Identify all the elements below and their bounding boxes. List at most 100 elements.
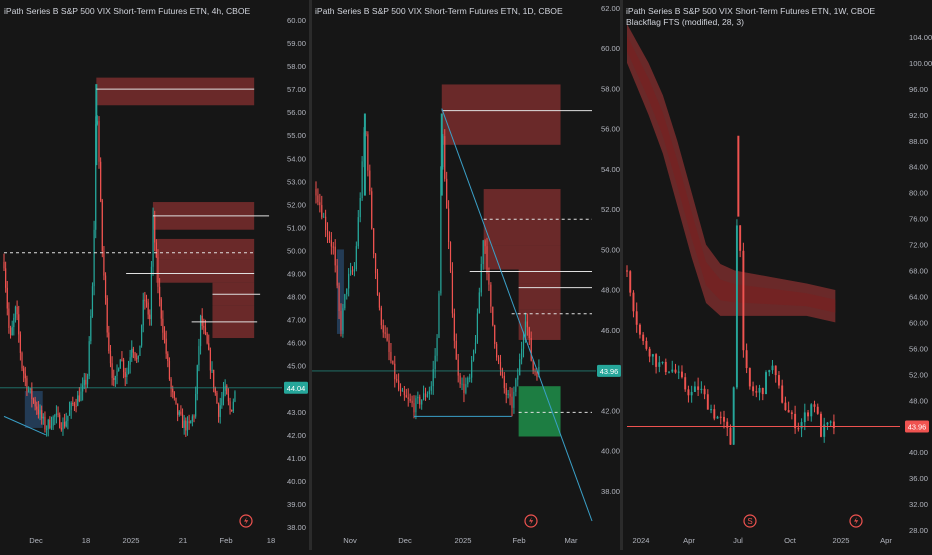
candle-body [478, 292, 480, 314]
candle-body [32, 398, 35, 401]
candle-body [790, 412, 793, 414]
candle-body [748, 368, 751, 387]
zone-red[interactable] [518, 269, 561, 284]
candle-body [26, 378, 28, 391]
time-tick-label: Apr [683, 536, 695, 545]
panel-divider[interactable] [309, 0, 312, 550]
candle-body [178, 411, 180, 415]
candle-body [765, 372, 767, 395]
candle-body [538, 366, 540, 377]
zone-red[interactable] [483, 189, 561, 220]
price-axis[interactable]: 104.00 100.00 96.00 92.00 88.00 84.00 80.00 76.… [905, 33, 932, 535]
candle-body [440, 167, 442, 294]
zone-red[interactable] [483, 245, 561, 270]
candle-body [800, 422, 803, 429]
candle-body [62, 421, 64, 430]
candle-body [39, 410, 41, 415]
candle-body [227, 394, 230, 402]
candle-body [24, 373, 26, 379]
candle-body [687, 389, 690, 396]
price-tick-label: 55.00 [287, 131, 306, 140]
candle-body [124, 372, 126, 378]
alert-lightning-icon[interactable] [524, 514, 538, 528]
zone-green[interactable] [518, 386, 561, 437]
candle-body [394, 363, 396, 380]
time-axis[interactable]: 2024 Apr Jul Oct 2025 Apr [633, 536, 893, 545]
candle-body [446, 178, 448, 209]
candle-body [106, 297, 108, 333]
candle-body [645, 340, 648, 349]
candle-body [465, 384, 467, 393]
time-axis[interactable]: Nov Dec 2025 Feb Mar [343, 536, 578, 545]
price-tick-label: 42.00 [287, 431, 306, 440]
zone-blue[interactable] [24, 391, 43, 428]
candle-body [342, 308, 344, 331]
candle-body [67, 415, 69, 421]
candle-body [471, 360, 473, 378]
candle-body [103, 251, 105, 276]
chart-panel-1d[interactable]: iPath Series B S&P 500 VIX Short-Term Fu… [312, 4, 621, 545]
zone-red[interactable] [483, 219, 561, 246]
candle-body [444, 136, 446, 179]
zone-red[interactable] [155, 259, 255, 283]
candle-body [59, 414, 61, 428]
candle-body [797, 428, 800, 430]
chart-panel-4h[interactable]: iPath Series B S&P 500 VIX Short-Term Fu… [0, 6, 308, 545]
time-axis[interactable]: Dec 18 2025 21 Feb 18 [29, 536, 275, 545]
price-axis[interactable]: 60.00 59.00 58.00 57.00 56.00 55.00 54.00 53.00… [284, 16, 308, 532]
last-price-value: 43.96 [908, 422, 927, 431]
candle-body [154, 215, 156, 243]
candle-body [626, 270, 628, 272]
candle-body [213, 369, 215, 388]
candle-body [101, 200, 103, 252]
candle-body [165, 338, 167, 354]
price-tick-label: 48.00 [909, 396, 928, 405]
candle-body [365, 132, 367, 135]
price-tick-label: 42.00 [601, 406, 620, 415]
trend-line[interactable] [441, 108, 593, 522]
price-tick-label: 60.00 [287, 16, 306, 25]
candle-body [108, 332, 110, 352]
candle-body [530, 338, 532, 361]
candle-body [323, 216, 325, 218]
candle-body [382, 325, 384, 333]
candle-body [216, 392, 218, 404]
chart-panel-1w[interactable]: iPath Series B S&P 500 VIX Short-Term Fu… [626, 6, 932, 545]
candle-body [11, 327, 13, 336]
candle-body [752, 386, 755, 392]
plot-area[interactable] [312, 84, 596, 522]
alert-lightning-icon[interactable] [849, 514, 863, 528]
candle-body [85, 379, 87, 385]
candle-body [407, 397, 409, 399]
candle-body [823, 424, 826, 437]
price-tick-label: 40.00 [287, 477, 306, 486]
zone-red[interactable] [155, 238, 255, 260]
candle-body [413, 403, 415, 413]
zone-red[interactable] [96, 77, 255, 106]
candle-body [186, 421, 189, 431]
plot-area[interactable] [0, 77, 282, 437]
candle-body [674, 369, 677, 373]
price-tick-label: 58.00 [601, 84, 620, 93]
candle-body [459, 375, 461, 385]
candle-body [423, 393, 425, 400]
panel-divider[interactable] [620, 0, 623, 550]
indicator-label[interactable]: Blackflag FTS (modified, 28, 3) [626, 17, 744, 27]
alert-lightning-icon[interactable] [239, 514, 253, 528]
candle-body [222, 390, 225, 399]
trend-line[interactable] [3, 415, 46, 436]
time-tick-label: Feb [219, 536, 232, 545]
price-tick-label: 40.00 [909, 448, 928, 457]
zone-red[interactable] [441, 84, 561, 145]
plot-area[interactable] [626, 24, 900, 445]
candle-body [513, 391, 515, 408]
time-tick-label: 2025 [123, 536, 140, 545]
zone-blue[interactable] [336, 249, 344, 334]
price-tick-label: 52.00 [909, 370, 928, 379]
candle-body [36, 406, 38, 410]
candle-body [376, 273, 379, 295]
time-tick-label: 2024 [633, 536, 650, 545]
price-axis[interactable]: 62.00 60.00 58.00 56.00 54.00 52.00 50.00 48.00… [597, 4, 621, 496]
dividend-icon[interactable]: S [743, 514, 757, 528]
